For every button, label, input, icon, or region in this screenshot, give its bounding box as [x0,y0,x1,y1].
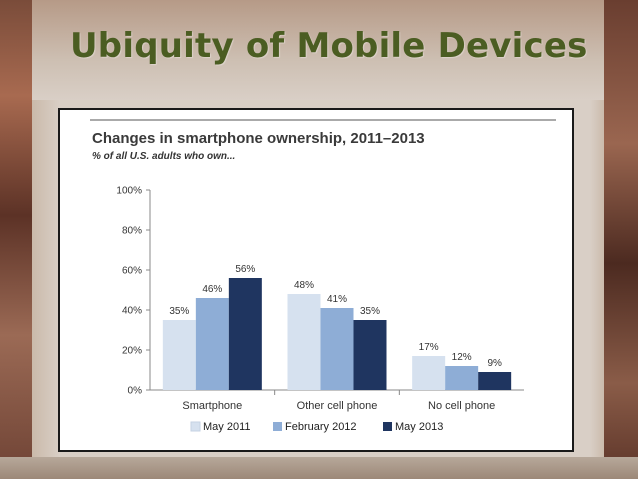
background-bottom-strip [0,457,638,479]
y-tick-label: 100% [116,186,142,197]
data-label: 41% [327,294,347,305]
legend-entry: May 2013 [395,421,443,433]
y-tick-label: 20% [122,346,142,357]
legend-swatch [383,422,392,431]
data-label: 56% [235,264,255,275]
x-category-label: Smartphone [182,400,242,412]
slide-title: Ubiquity of Mobile Devices [70,26,588,66]
bar [228,278,262,390]
bar [162,320,196,390]
data-label: 12% [452,352,472,363]
background-top [30,0,608,100]
data-label: 35% [360,306,380,317]
chart-card: Changes in smartphone ownership, 2011–20… [58,108,574,452]
legend-swatch [273,422,282,431]
bar [478,372,512,390]
y-tick-label: 80% [122,226,142,237]
data-label: 35% [169,306,189,317]
y-tick-label: 60% [122,266,142,277]
x-category-label: Other cell phone [297,400,378,412]
y-tick-label: 0% [128,386,143,397]
data-label: 9% [487,358,502,369]
data-label: 17% [419,342,439,353]
bar [353,320,387,390]
bar [412,356,446,390]
bar [320,308,354,390]
chart-subtitle: % of all U.S. adults who own... [92,151,235,162]
legend-entry: February 2012 [285,421,357,433]
bar [287,294,321,390]
x-category-label: No cell phone [428,400,495,412]
bar-chart: Changes in smartphone ownership, 2011–20… [90,119,556,433]
legend-entry: May 2011 [203,421,251,433]
legend-swatch [190,421,201,432]
y-tick-label: 40% [122,306,142,317]
bar [445,366,479,390]
data-label: 48% [294,280,314,291]
bar [195,298,229,390]
background-right-edge [604,0,638,479]
background-left-edge [0,0,32,479]
chart-title: Changes in smartphone ownership, 2011–20… [92,130,425,147]
data-label: 46% [202,284,222,295]
